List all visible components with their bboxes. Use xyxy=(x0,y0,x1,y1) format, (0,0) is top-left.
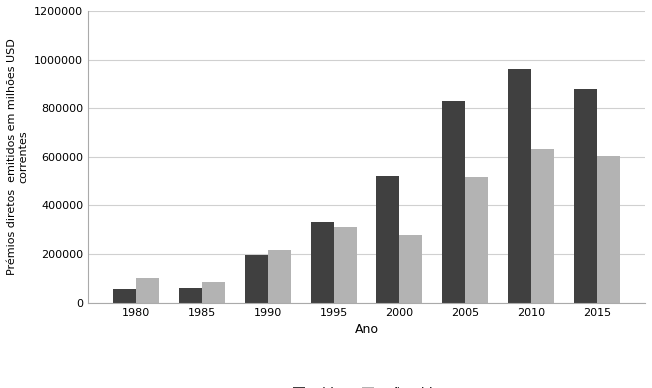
Bar xyxy=(597,156,620,303)
Bar xyxy=(400,235,422,303)
Bar xyxy=(310,222,334,303)
Y-axis label: Prémios diretos  emitidos em milhões USD
correntes: Prémios diretos emitidos em milhões USD … xyxy=(7,38,29,275)
Bar xyxy=(179,288,202,303)
Bar xyxy=(202,282,225,303)
Bar xyxy=(113,289,136,303)
Bar xyxy=(442,101,466,303)
Bar xyxy=(245,255,268,303)
Bar xyxy=(334,227,357,303)
Legend: Vida, Não Vida: Vida, Não Vida xyxy=(288,382,445,388)
Bar xyxy=(508,69,531,303)
Bar xyxy=(466,177,488,303)
Bar xyxy=(376,176,400,303)
X-axis label: Ano: Ano xyxy=(355,323,379,336)
Bar xyxy=(574,89,597,303)
Bar xyxy=(136,278,160,303)
Bar xyxy=(268,250,291,303)
Bar xyxy=(531,149,554,303)
